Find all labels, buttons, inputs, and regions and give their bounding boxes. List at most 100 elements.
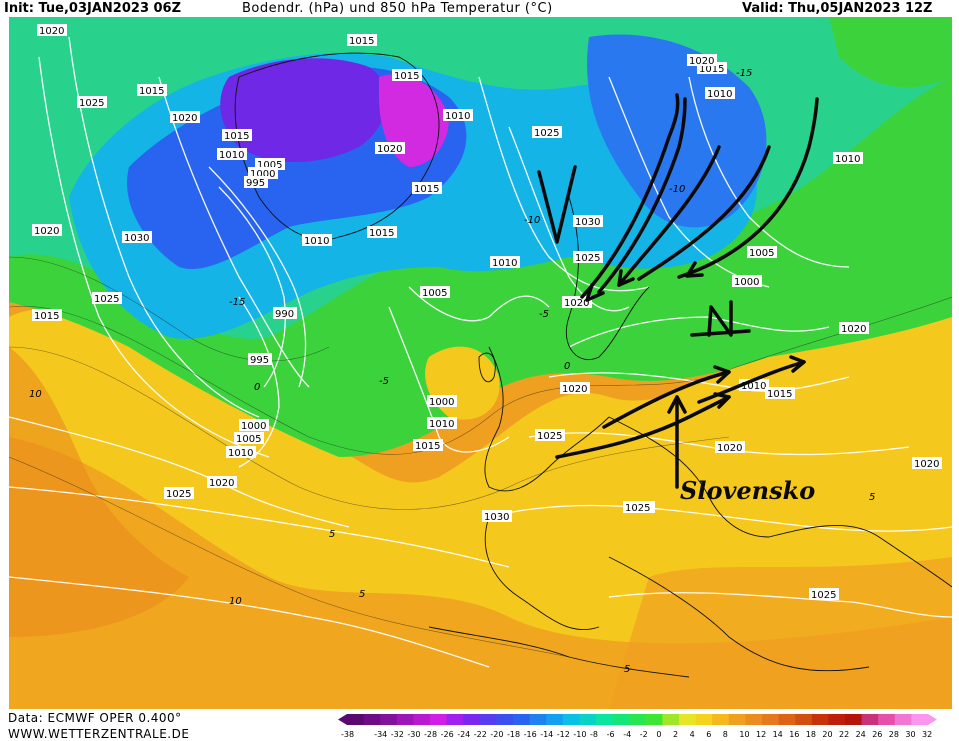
svg-text:1015: 1015 bbox=[369, 228, 394, 239]
temperature-label: -5 bbox=[539, 309, 549, 320]
colorbar-swatch bbox=[911, 714, 929, 725]
pressure-label: 1020 bbox=[207, 476, 237, 489]
svg-text:1020: 1020 bbox=[717, 443, 742, 454]
pressure-label: 1025 bbox=[164, 487, 194, 500]
pressure-label: 1020 bbox=[839, 322, 869, 335]
colorbar-tick-label: -6 bbox=[607, 730, 615, 739]
pressure-label: 1025 bbox=[92, 292, 122, 305]
svg-text:1000: 1000 bbox=[250, 169, 275, 180]
colorbar-swatch bbox=[396, 714, 414, 725]
svg-text:1005: 1005 bbox=[749, 248, 774, 259]
pressure-label: 1010 bbox=[302, 234, 332, 247]
colorbar-swatch bbox=[762, 714, 780, 725]
colorbar-tick-label: 6 bbox=[706, 730, 711, 739]
colorbar-tick-label: -14 bbox=[540, 730, 553, 739]
svg-text:1030: 1030 bbox=[484, 512, 509, 523]
svg-text:1025: 1025 bbox=[79, 98, 104, 109]
colorbar-swatch bbox=[430, 714, 448, 725]
data-source: Data: ECMWF OPER 0.400° bbox=[8, 711, 182, 725]
pressure-label: 1025 bbox=[573, 251, 603, 264]
colorbar-swatch bbox=[695, 714, 713, 725]
pressure-label: 1000 bbox=[732, 275, 762, 288]
colorbar-tick-label: -38 bbox=[341, 730, 354, 739]
pressure-label: 1010 bbox=[443, 109, 473, 122]
temperature-label: 10 bbox=[29, 389, 42, 400]
svg-text:1020: 1020 bbox=[377, 144, 402, 155]
colorbar-tick-label: 24 bbox=[856, 730, 866, 739]
pressure-label: 1005 bbox=[420, 286, 450, 299]
pressure-label: 1010 bbox=[217, 148, 247, 161]
colorbar-swatch bbox=[811, 714, 829, 725]
svg-text:1020: 1020 bbox=[689, 56, 714, 67]
colorbar-swatch bbox=[496, 714, 514, 725]
colorbar-swatch bbox=[513, 714, 531, 725]
colorbar-tick-label: -24 bbox=[457, 730, 470, 739]
colorbar-swatch bbox=[562, 714, 580, 725]
svg-text:1020: 1020 bbox=[209, 478, 234, 489]
colorbar-swatch bbox=[778, 714, 796, 725]
colorbar-swatch bbox=[596, 714, 614, 725]
isotherms bbox=[9, 256, 952, 658]
weather-map: 1020 1025 1015 1020 1015 1010 1005 1000 … bbox=[9, 17, 952, 709]
svg-text:1025: 1025 bbox=[811, 590, 836, 601]
valid-time: Valid: Thu,05JAN2023 12Z bbox=[742, 1, 933, 16]
colorbar-tick-label: 26 bbox=[872, 730, 882, 739]
pressure-label: 1020 bbox=[687, 54, 717, 67]
colorbar-tick-label: 28 bbox=[889, 730, 899, 739]
colorbar-swatch bbox=[878, 714, 896, 725]
colorbar-swatch bbox=[579, 714, 597, 725]
svg-text:1030: 1030 bbox=[575, 217, 600, 228]
svg-text:1010: 1010 bbox=[492, 258, 517, 269]
map-title: Bodendr. (hPa) und 850 hPa Temperatur (°… bbox=[242, 1, 553, 16]
map-canvas: 1020 1025 1015 1020 1015 1010 1005 1000 … bbox=[9, 17, 952, 709]
svg-text:1005: 1005 bbox=[236, 434, 261, 445]
pressure-label: 1015 bbox=[222, 129, 252, 142]
temperature-colorbar: -38 -34 -32 -30 -28 -26 -24 -22 -20 -18 -16 -14 -12-… bbox=[338, 714, 937, 739]
colorbar-swatch bbox=[828, 714, 846, 725]
pressure-label: 990 bbox=[273, 307, 297, 320]
svg-text:1025: 1025 bbox=[575, 253, 600, 264]
svg-text:1010: 1010 bbox=[445, 111, 470, 122]
colorbar-tick-label: 30 bbox=[905, 730, 915, 739]
temperature-label: 5 bbox=[869, 492, 875, 503]
header-bar: Init: Tue,03JAN2023 06Z Bodendr. (hPa) u… bbox=[0, 0, 959, 17]
pressure-label: 1015 bbox=[412, 182, 442, 195]
temperature-label: -10 bbox=[524, 215, 540, 226]
colorbar-tick-label: 22 bbox=[839, 730, 849, 739]
colorbar-tick-label: 18 bbox=[806, 730, 816, 739]
colorbar-tick-label: 0 bbox=[656, 730, 661, 739]
colorbar-swatch bbox=[712, 714, 730, 725]
colorbar-swatch bbox=[894, 714, 912, 725]
colorbar-tick-label: -18 bbox=[507, 730, 520, 739]
svg-text:1010: 1010 bbox=[835, 154, 860, 165]
temperature-label: -10 bbox=[669, 184, 685, 195]
colorbar-swatch bbox=[363, 714, 381, 725]
pressure-label: 1015 bbox=[137, 84, 167, 97]
pressure-label: 1020 bbox=[562, 296, 592, 309]
colorbar-swatch bbox=[413, 714, 431, 725]
colorbar-tick-label: 16 bbox=[789, 730, 799, 739]
pressure-label: 1025 bbox=[77, 96, 107, 109]
colorbar-tick-label: -28 bbox=[424, 730, 437, 739]
svg-text:1010: 1010 bbox=[228, 448, 253, 459]
svg-text:1015: 1015 bbox=[394, 71, 419, 82]
svg-text:1005: 1005 bbox=[422, 288, 447, 299]
colorbar-tick-label: 32 bbox=[922, 730, 932, 739]
colorbar-tick-label: -10 bbox=[573, 730, 586, 739]
pressure-label: 1025 bbox=[623, 501, 653, 514]
pressure-label: 1020 bbox=[32, 224, 62, 237]
colorbar-tick-label: 10 bbox=[739, 730, 749, 739]
pressure-label: 1015 bbox=[347, 34, 377, 47]
colorbar-tick-label: 8 bbox=[723, 730, 728, 739]
pressure-label: 1015 bbox=[392, 69, 422, 82]
pressure-label: 1020 bbox=[560, 382, 590, 395]
colorbar-swatch bbox=[629, 714, 647, 725]
svg-text:1025: 1025 bbox=[94, 294, 119, 305]
svg-text:1000: 1000 bbox=[241, 421, 266, 432]
colorbar-swatch bbox=[662, 714, 680, 725]
temperature-label: -5 bbox=[379, 376, 389, 387]
svg-text:1010: 1010 bbox=[219, 150, 244, 161]
colorbar-swatch bbox=[479, 714, 497, 725]
svg-text:1020: 1020 bbox=[172, 113, 197, 124]
colorbar-arrow-left bbox=[338, 714, 347, 725]
